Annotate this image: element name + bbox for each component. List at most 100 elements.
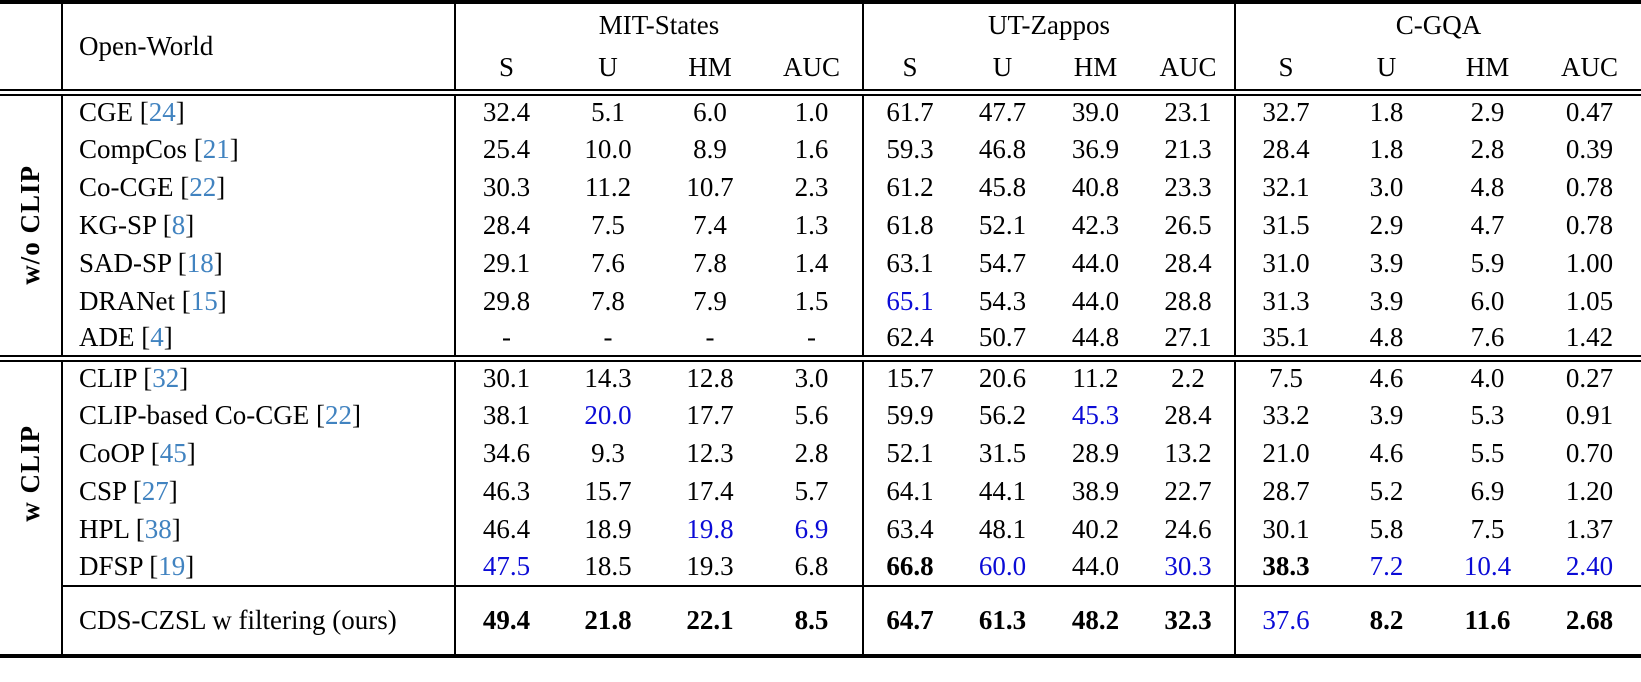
metric-cell: 5.7 (794, 475, 829, 506)
method-name: Co-CGE [22] (61, 168, 455, 206)
metric-cell: 54.7 (978, 247, 1027, 278)
citation-link[interactable]: 32 (152, 363, 180, 394)
metric-cell: 62.4 (862, 320, 956, 358)
metric-cell: 5.6 (794, 399, 829, 430)
metric-cell: 38.9 (1071, 475, 1120, 506)
metric-cell: 20.6 (978, 363, 1027, 394)
metric-cell: 28.4 (1164, 247, 1212, 278)
metric-cell: 61.2 (862, 168, 956, 206)
metric-cell: 46.3 (454, 472, 557, 510)
metric-cell: - (603, 321, 613, 352)
metric-cell: 6.8 (794, 551, 829, 581)
citation-link[interactable]: 45 (159, 437, 187, 468)
metric-cell: 5.9 (1470, 247, 1505, 278)
metric-cell: 61.3 (956, 585, 1049, 656)
metric-cell: 64.1 (862, 472, 956, 510)
metric-cell: 3.0 (794, 363, 829, 394)
citation-link[interactable]: 38 (144, 513, 172, 544)
method-name: CGE [24] (61, 92, 455, 130)
metric-cell: 47.7 (978, 97, 1027, 128)
metric-cell: 31.0 (1234, 244, 1336, 282)
header-cgqa-auc: AUC (1560, 51, 1618, 82)
citation-link[interactable]: 8 (171, 209, 186, 240)
header-ut-hm: HM (1073, 51, 1118, 82)
header-ut-auc: AUC (1159, 51, 1217, 82)
metric-cell: 24.6 (1164, 513, 1212, 544)
corner-cell (0, 2, 62, 92)
metric-cell: 44.0 (1071, 551, 1120, 581)
header-mit-u: U (598, 51, 618, 82)
metric-cell: - (705, 321, 715, 352)
metric-cell: 10.4 (1463, 551, 1512, 581)
citation-link[interactable]: 22 (189, 171, 217, 202)
method-name: CLIP [32] (61, 358, 455, 396)
metric-cell: 8.9 (693, 133, 727, 164)
header-cgqa-u: U (1376, 51, 1397, 82)
metric-cell: 6.9 (1470, 475, 1505, 506)
metric-cell: 23.3 (1164, 171, 1212, 202)
metric-cell: 40.8 (1071, 171, 1120, 202)
metric-cell: 1.5 (794, 285, 829, 316)
metric-cell: 42.3 (1071, 209, 1120, 240)
citation-link[interactable]: 27 (141, 475, 169, 506)
metric-cell: 26.5 (1164, 209, 1212, 240)
citation-link[interactable]: 24 (148, 97, 176, 128)
metric-cell: 1.0 (794, 97, 829, 128)
metric-cell: 11.2 (584, 171, 632, 202)
column-group-c-gqa: C-GQA (1234, 2, 1641, 46)
header-ut-s: S (862, 46, 956, 92)
metric-cell: 60.0 (978, 551, 1027, 581)
metric-cell: 15.7 (584, 475, 632, 506)
metric-cell: 18.5 (584, 551, 632, 581)
metric-cell: 19.8 (686, 513, 734, 544)
metric-cell: 28.4 (454, 206, 557, 244)
metric-cell: 1.20 (1565, 475, 1614, 506)
metric-cell: 34.6 (454, 434, 557, 472)
citation-link[interactable]: 21 (202, 133, 230, 164)
metric-cell: 56.2 (978, 399, 1027, 430)
metric-cell: 3.9 (1369, 247, 1404, 278)
metric-cell: 21.8 (557, 585, 659, 656)
metric-cell: 13.2 (1164, 437, 1212, 468)
metric-cell: 49.4 (454, 585, 557, 656)
method-name: KG-SP [8] (61, 206, 455, 244)
citation-link[interactable]: 22 (324, 399, 352, 430)
metric-cell: 63.4 (862, 510, 956, 548)
metric-cell: 21.0 (1234, 434, 1336, 472)
metric-cell: 31.3 (1234, 282, 1336, 320)
table-row: CompCos [21] 25.4 10.0 8.9 1.6 59.3 46.8 36.9 21… (0, 130, 1641, 168)
metric-cell: 0.47 (1565, 97, 1614, 128)
metric-cell: 7.9 (693, 285, 727, 316)
header-cgqa-s: S (1234, 46, 1336, 92)
metric-cell: 3.0 (1369, 171, 1404, 202)
group-without-clip: w/o CLIP CGE [24] 32.4 5.1 6.0 1.0 61.7 47.7 39.… (0, 92, 1641, 358)
citation-link[interactable]: 15 (190, 285, 218, 316)
citation-link[interactable]: 4 (150, 321, 164, 352)
metric-cell: 63.1 (862, 244, 956, 282)
citation-link[interactable]: 19 (158, 551, 186, 581)
metric-cell: 48.1 (978, 513, 1027, 544)
metric-cell: 7.6 (591, 247, 625, 278)
metric-cell: 4.8 (1369, 321, 1404, 352)
metric-cell: 48.2 (1049, 585, 1142, 656)
metric-cell: 40.2 (1071, 513, 1120, 544)
table-row: CLIP-based Co-CGE [22] 38.1 20.0 17.7 5.6 59.… (0, 396, 1641, 434)
metric-cell: 7.6 (1470, 321, 1505, 352)
metric-cell: 37.6 (1234, 585, 1336, 656)
metric-cell: 32.7 (1234, 92, 1336, 130)
metric-cell: 6.0 (1470, 285, 1505, 316)
metric-cell: 61.7 (862, 92, 956, 130)
metric-cell: 29.1 (454, 244, 557, 282)
metric-cell: 5.1 (591, 97, 625, 128)
metric-cell: 7.5 (1234, 358, 1336, 396)
metric-cell: 44.8 (1071, 321, 1120, 352)
metric-cell: 1.4 (794, 247, 829, 278)
group-label: w/o CLIP (0, 92, 62, 358)
metric-cell: 46.4 (454, 510, 557, 548)
citation-link[interactable]: 18 (186, 247, 214, 278)
table-row: DRANet [15] 29.8 7.8 7.9 1.5 65.1 54.3 44.0 28.8… (0, 282, 1641, 320)
metric-cell: 61.8 (862, 206, 956, 244)
metric-cell: 65.1 (862, 282, 956, 320)
metric-cell: 11.6 (1437, 585, 1538, 656)
metric-cell: 1.05 (1565, 285, 1614, 316)
